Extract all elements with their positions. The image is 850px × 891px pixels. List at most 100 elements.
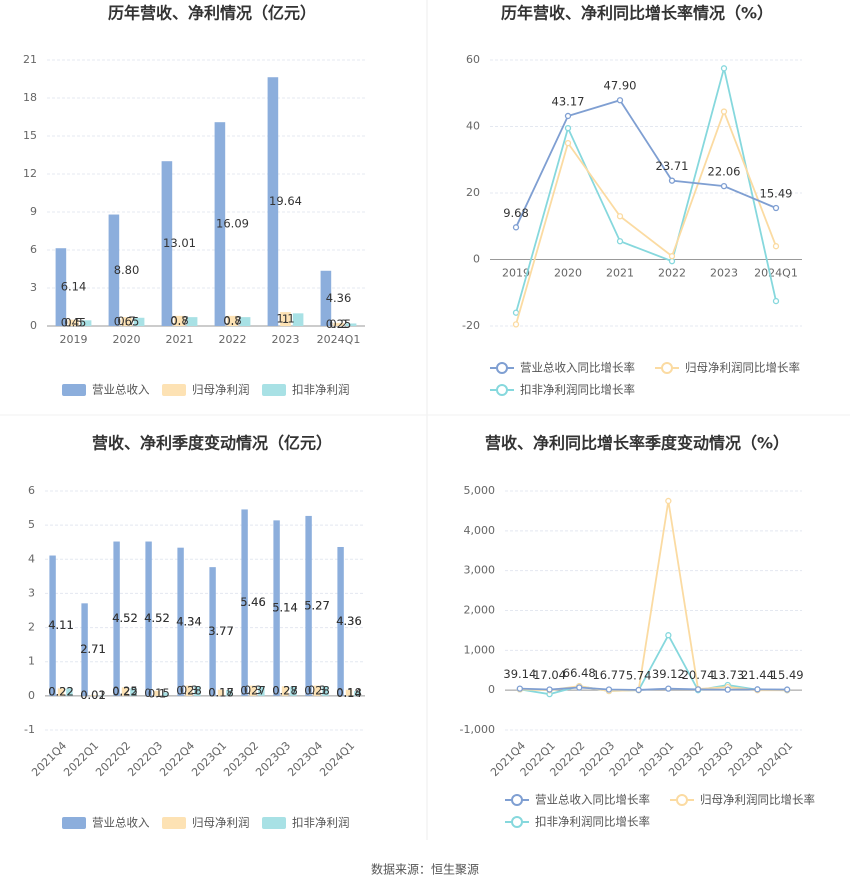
value-label: 4.52: [112, 611, 138, 625]
bar: [108, 214, 120, 326]
legend-label: 营业总收入同比增长率: [520, 361, 635, 375]
value-label: 0.1: [148, 687, 166, 701]
value-label: 0.28: [304, 684, 330, 698]
bar: [249, 685, 257, 696]
line: [515, 68, 777, 313]
value-label: 4.11: [48, 618, 74, 632]
value-label: 0.8: [170, 313, 188, 327]
x-tick-label: 2024Q1: [754, 267, 798, 280]
y-tick-label: 15: [23, 129, 37, 142]
value-label: 0.7: [117, 314, 135, 328]
legend-label: 扣非净利润: [292, 383, 350, 397]
value-label: 1.1: [276, 312, 294, 326]
bar: [185, 685, 193, 696]
y-tick-label: 3,000: [464, 564, 496, 577]
bar: [273, 520, 280, 696]
bar: [68, 319, 79, 326]
point: [564, 112, 572, 120]
point: [720, 108, 728, 115]
point: [564, 139, 572, 147]
bar: [186, 317, 198, 326]
bar: [81, 603, 88, 696]
value-label: 5.74: [626, 668, 652, 682]
bar: [55, 248, 67, 326]
bar: [280, 312, 291, 326]
point: [635, 686, 642, 694]
value-label: 9.68: [503, 206, 529, 220]
value-label: 19.64: [269, 194, 302, 208]
value-label: 4.52: [112, 611, 138, 625]
value-label: 0.28: [272, 684, 298, 698]
value-label: 1: [282, 312, 289, 326]
value-label: 4.52: [144, 611, 170, 625]
bar: [121, 687, 129, 696]
y-tick-label: 5,000: [464, 484, 496, 497]
y-tick-label: 2: [28, 621, 35, 634]
value-label: 4.34: [176, 614, 202, 628]
x-tick-label: 2024Q1: [317, 333, 361, 346]
bar: [113, 541, 120, 696]
value-label: 16.77: [592, 668, 625, 682]
y-tick-label: 6: [28, 484, 35, 497]
value-label: 0.18: [336, 685, 362, 699]
legend-label: 扣非净利润同比增长率: [520, 383, 635, 397]
bar: [162, 692, 169, 696]
y-tick-label: 1: [28, 655, 35, 668]
bar: [217, 689, 225, 696]
x-tick-label: 2019: [502, 267, 530, 280]
x-tick-label: 2023: [710, 267, 738, 280]
value-label: 4.36: [336, 614, 362, 628]
value-label: 6.14: [61, 280, 87, 294]
legend-label: 归母净利润: [192, 383, 250, 397]
value-label: 5.46: [240, 595, 266, 609]
x-tick-label: 2020: [113, 333, 141, 346]
bar: [57, 688, 65, 696]
y-tick-label: 6: [30, 243, 37, 256]
y-tick-label: -1,000: [460, 723, 495, 736]
value-label: 17.04: [533, 668, 566, 682]
bar: [133, 317, 145, 326]
value-label: 4.34: [176, 614, 202, 628]
value-label: 23.71: [656, 159, 689, 173]
y-tick-label: 12: [23, 167, 37, 180]
value-label: 0.8: [223, 313, 241, 327]
y-tick-label: 3: [28, 586, 35, 599]
bar: [153, 690, 161, 696]
bar: [322, 686, 329, 696]
bar: [313, 685, 321, 696]
value-label: 0.28: [176, 684, 202, 698]
legend-marker: [162, 384, 186, 396]
chart-title: 历年营收、净利情况（亿元）: [108, 4, 316, 23]
value-label: 0.27: [272, 684, 298, 698]
bar: [161, 161, 173, 326]
value-label: 5.27: [304, 598, 330, 612]
value-label: 20.74: [682, 668, 715, 682]
bar: [337, 546, 344, 696]
y-tick-label: -1: [24, 723, 35, 736]
value-label: 13.01: [163, 236, 196, 250]
point: [665, 497, 672, 505]
point: [512, 321, 520, 328]
value-label: 5.27: [304, 598, 330, 612]
value-label: 0.22: [48, 685, 74, 699]
value-label: 66.48: [563, 666, 596, 680]
y-tick-label: 0: [473, 253, 480, 266]
value-label: 0.45: [61, 316, 87, 330]
y-tick-label: 4: [28, 552, 35, 565]
line: [519, 686, 788, 691]
point: [516, 685, 523, 692]
bar: [130, 688, 137, 696]
bar: [267, 77, 279, 326]
legend-marker: [262, 817, 286, 829]
y-tick-label: 60: [466, 53, 480, 66]
legend-label: 营业总收入: [92, 383, 150, 397]
line: [515, 99, 777, 228]
value-label: 0.3: [180, 683, 198, 697]
value-label: 0.7: [223, 314, 241, 328]
value-label: 4.52: [144, 611, 170, 625]
legend-label: 营业总收入: [92, 816, 150, 830]
legend-marker: [496, 362, 508, 374]
chart-title: 营收、净利同比增长率季度变动情况（%）: [485, 434, 789, 453]
value-label: 4.11: [48, 618, 74, 632]
point: [694, 686, 702, 693]
